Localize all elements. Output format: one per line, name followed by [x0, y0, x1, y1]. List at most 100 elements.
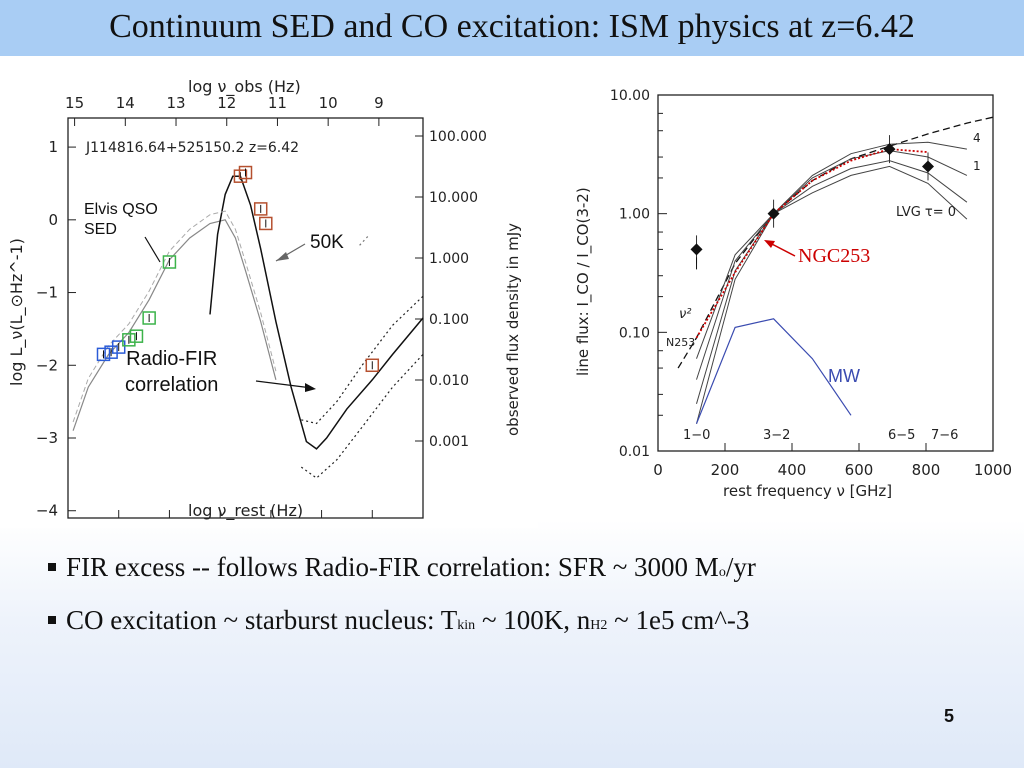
- sed-optical-point: [96, 347, 111, 362]
- sed-left-ylabel: log L_ν(L_⊙Hz^-1): [7, 238, 27, 386]
- dust-temp-arrowhead: [276, 252, 289, 261]
- co-y-tick-label: 0.10: [619, 325, 650, 341]
- co-ngc253-label: NGC253: [798, 245, 870, 267]
- sed-right-tick-label: 0.100: [429, 312, 469, 328]
- sed-optical-point: [122, 333, 136, 347]
- page-number: 5: [944, 706, 955, 726]
- sed-right-tick-label: 1.000: [429, 251, 469, 267]
- co-chart: 0 200 400 600 800 1000 10.00 1.00 0.10 0.01 1−0 3−2…: [574, 88, 1012, 500]
- co-x-tick-label: 200: [711, 461, 740, 479]
- sed-fir-point: [238, 165, 253, 180]
- bullet-marker: [48, 615, 56, 624]
- sed-fir-point: [233, 169, 248, 183]
- co-transition-label: 7−6: [931, 428, 958, 443]
- sed-top-tick-label: 9: [374, 94, 384, 112]
- co-data-point: [690, 243, 703, 256]
- bullet-text: FIR excess -- follows Radio-FIR correlat…: [66, 552, 719, 582]
- sed-y-tick-label: 0: [48, 211, 58, 229]
- co-nu2-label: ν²: [679, 307, 691, 322]
- bullet-item: FIR excess -- follows Radio-FIR correlat…: [48, 552, 1008, 583]
- slide-title: Continuum SED and CO excitation: ISM phy…: [109, 8, 915, 45]
- sed-y-tick-label: 1: [48, 138, 58, 156]
- bullet-text-mid: ~ 100K, n: [475, 605, 591, 635]
- radio-fir-annotation: Radio-FIR correlation: [125, 348, 219, 396]
- co-data-point: [883, 143, 896, 156]
- sed-y-tick-label: −2: [36, 356, 58, 374]
- sed-right-ylabel: observed flux density in mJy: [504, 223, 522, 436]
- co-model-label-1: 1: [973, 159, 981, 173]
- co-model-label-4: 4: [973, 131, 981, 145]
- co-transition-label: 3−2: [763, 428, 790, 443]
- co-y-tick-label: 0.01: [619, 444, 650, 460]
- co-y-tick-label: 1.00: [619, 207, 650, 223]
- co-x-tick-label: 0: [653, 461, 663, 479]
- co-ngc253-arrowhead: [764, 240, 775, 248]
- co-nu2-curve: [677, 116, 994, 369]
- co-data-point: [922, 160, 935, 173]
- sed-optical-point: [111, 340, 126, 354]
- sed-y-tick-label: −1: [36, 284, 58, 302]
- co-lvg-label: LVG τ= 0: [896, 205, 956, 220]
- co-ylabel: line flux: I_CO / I_CO(3-2): [574, 187, 593, 376]
- sed-fir-point: [259, 216, 273, 231]
- sed-right-tick-label: 0.010: [429, 373, 469, 389]
- co-lvg-model-curve: [696, 160, 968, 380]
- sed-object-label: J114816.64+525150.2 z=6.42: [85, 140, 299, 156]
- qso-sed-annotation: Elvis QSO SED: [84, 201, 158, 238]
- bullet-text-end: /yr: [725, 552, 756, 582]
- co-panel: [563, 66, 1015, 516]
- co-x-tick-label: 800: [912, 461, 941, 479]
- sed-y-tick-label: −4: [36, 502, 58, 520]
- sed-optical-point: [162, 255, 177, 269]
- co-xlabel: rest frequency ν [GHz]: [723, 482, 892, 500]
- co-n253-label: N253: [666, 336, 695, 349]
- co-lvg-model-curve: [696, 141, 967, 424]
- sed-top-tick-label: 13: [166, 94, 185, 112]
- dust-temp-annotation: 50K: [310, 232, 344, 253]
- sed-radio-upper-curve: [301, 295, 424, 425]
- title-bar: [0, 0, 1024, 56]
- bullet-subscript: H2: [590, 618, 608, 633]
- bullet-list: FIR excess -- follows Radio-FIR correlat…: [48, 552, 1008, 658]
- sed-fir-point: [253, 202, 268, 216]
- co-transition-label: 1−0: [683, 428, 710, 443]
- sed-top-xlabel: log ν_obs (Hz): [188, 77, 301, 97]
- sed-right-tick-label: 0.001: [429, 434, 469, 450]
- radio-fir-arrowhead: [305, 383, 316, 392]
- sed-top-tick-label: 10: [319, 94, 338, 112]
- sed-right-tick-label: 10.000: [429, 190, 478, 206]
- co-plot-frame: [657, 94, 994, 452]
- sed-top-tick-label: 11: [268, 94, 287, 112]
- sed-optical-point: [142, 311, 156, 325]
- sed-chart: 161514131211109151413121110910−1−2−3−410…: [7, 77, 522, 521]
- co-lvg-model-curve: [696, 165, 968, 359]
- sed-dust-50k-curve: [209, 175, 424, 450]
- sed-minor-dotted-curve: [359, 233, 371, 246]
- co-transition-label: 6−5: [888, 428, 915, 443]
- sed-optical-point: [129, 329, 144, 343]
- sed-y-tick-label: −3: [36, 429, 58, 447]
- bullet-text-end: ~ 1e5 cm^-3: [607, 605, 750, 635]
- co-y-tick-label: 10.00: [610, 88, 650, 104]
- sed-right-tick-label: 100.000: [429, 129, 487, 145]
- co-x-tick-label: 400: [778, 461, 807, 479]
- sed-radio-lower-curve: [300, 353, 424, 479]
- bullet-item: CO excitation ~ starburst nucleus: Tkin …: [48, 605, 1008, 636]
- sed-bottom-xlabel: log ν_rest (Hz): [188, 501, 303, 521]
- sed-optical-point: [104, 345, 118, 359]
- co-x-tick-label: 1000: [974, 461, 1012, 479]
- sed-fir-point: [365, 358, 380, 373]
- sed-qso-template-curve: [72, 219, 277, 431]
- co-data-point: [767, 207, 780, 220]
- bullet-subscript: o: [718, 565, 726, 580]
- radio-fir-arrow: [255, 380, 313, 389]
- bullet-marker: [48, 562, 56, 571]
- co-mw-label: MW: [828, 366, 860, 386]
- bullet-subscript: kin: [457, 618, 476, 633]
- bullet-text: CO excitation ~ starburst nucleus: T: [66, 605, 458, 635]
- co-mw-curve: [695, 318, 852, 424]
- qso-sed-arrow: [144, 236, 161, 263]
- co-x-tick-label: 600: [845, 461, 874, 479]
- co-ngc253-curve: [695, 148, 929, 339]
- sed-top-tick-label: 15: [65, 94, 84, 112]
